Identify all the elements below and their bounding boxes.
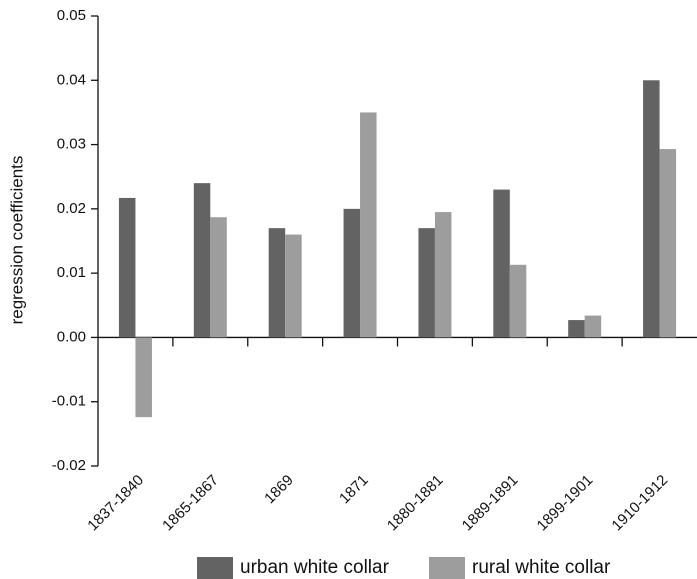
y-axis-label: regression coefficients bbox=[7, 156, 26, 325]
bar bbox=[210, 217, 227, 338]
bar bbox=[584, 315, 602, 338]
bar bbox=[659, 149, 677, 338]
y-tick-label: -0.02 bbox=[52, 457, 86, 474]
x-tick-label: 1880-1881 bbox=[384, 472, 447, 535]
legend-label: urban white collar bbox=[240, 557, 390, 578]
y-tick-label: 0.00 bbox=[57, 328, 86, 345]
y-tick-label: 0.03 bbox=[57, 136, 86, 153]
bar bbox=[360, 112, 377, 338]
bar bbox=[434, 212, 452, 338]
bar bbox=[343, 208, 361, 338]
legend-swatch bbox=[197, 557, 233, 579]
bar bbox=[643, 80, 660, 338]
legend-label: rural white collar bbox=[472, 557, 611, 578]
x-tick-label: 1871 bbox=[336, 472, 372, 508]
bar bbox=[509, 264, 527, 338]
y-tick-label: 0.04 bbox=[57, 71, 86, 88]
x-tick-label: 1837-1840 bbox=[84, 472, 147, 535]
bar bbox=[418, 228, 435, 338]
x-tick-label: 1889-1891 bbox=[459, 472, 522, 535]
y-tick-label: -0.01 bbox=[52, 393, 86, 410]
bar bbox=[193, 183, 211, 338]
bar bbox=[135, 337, 152, 418]
legend-swatch bbox=[429, 557, 465, 579]
bar bbox=[268, 228, 286, 338]
x-tick-label: 1865-1867 bbox=[159, 472, 222, 535]
x-tick-label: 1910-1912 bbox=[608, 472, 671, 535]
bar bbox=[568, 320, 585, 338]
x-tick-label: 1869 bbox=[261, 472, 297, 508]
x-tick-label: 1899-1901 bbox=[534, 472, 597, 535]
y-tick-label: 0.01 bbox=[57, 264, 86, 281]
y-tick-label: 0.05 bbox=[57, 7, 86, 24]
bar bbox=[493, 189, 510, 338]
y-tick-label: 0.02 bbox=[57, 200, 86, 217]
bar bbox=[118, 197, 136, 338]
bar bbox=[285, 234, 302, 338]
